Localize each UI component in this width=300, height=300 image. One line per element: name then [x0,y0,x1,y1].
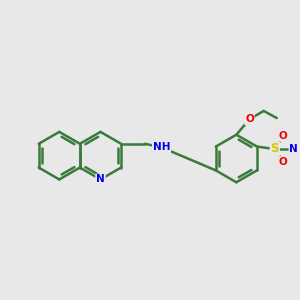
Text: N: N [290,144,298,154]
Text: N: N [96,174,105,184]
Text: NH: NH [153,142,170,152]
Text: O: O [279,157,287,167]
Text: O: O [279,131,287,141]
Text: O: O [245,114,254,124]
Text: S: S [271,142,279,155]
